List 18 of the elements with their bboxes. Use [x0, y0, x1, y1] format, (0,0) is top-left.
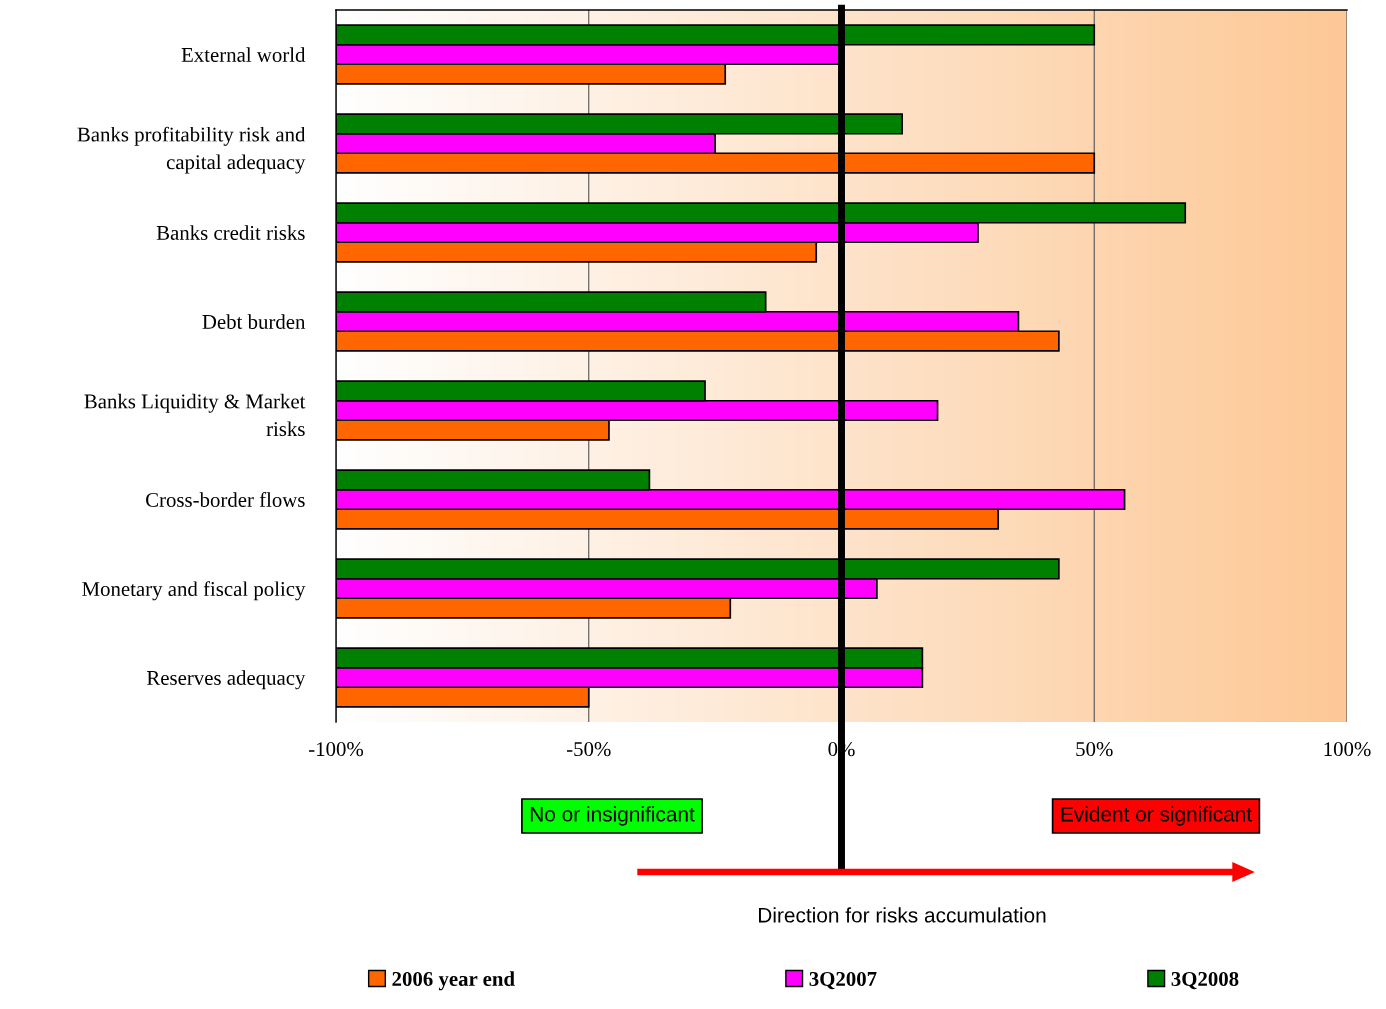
- legend-label: 3Q2007: [809, 971, 877, 990]
- x-tick-label: 50%: [1076, 742, 1113, 757]
- x-tick-label: 100%: [1324, 742, 1371, 757]
- y-tick-label: Reserves adequacy: [146, 670, 306, 690]
- text: Direction for risks accumulation: [758, 907, 1046, 923]
- y-tick-label: Monetary and fiscal policy: [82, 581, 306, 601]
- y-tick-label: Banks profitability risk and capital adequacy: [77, 126, 306, 174]
- legend-label: 2006 year end: [392, 971, 515, 991]
- legend-label: 3Q2008: [1171, 971, 1239, 990]
- text: No or insignificant: [530, 806, 695, 826]
- x-tick-label: -50%: [566, 742, 611, 757]
- text: Evident or significant: [1061, 806, 1252, 826]
- y-tick-label: Banks credit risks: [156, 225, 305, 240]
- y-tick-label: Debt burden: [202, 314, 306, 329]
- x-tick-label: -100%: [309, 742, 364, 757]
- y-tick-label: Banks Liquidity & Market risks: [84, 393, 306, 437]
- y-tick-label: Cross-border flows: [146, 492, 305, 507]
- y-tick-label: External world: [181, 47, 306, 62]
